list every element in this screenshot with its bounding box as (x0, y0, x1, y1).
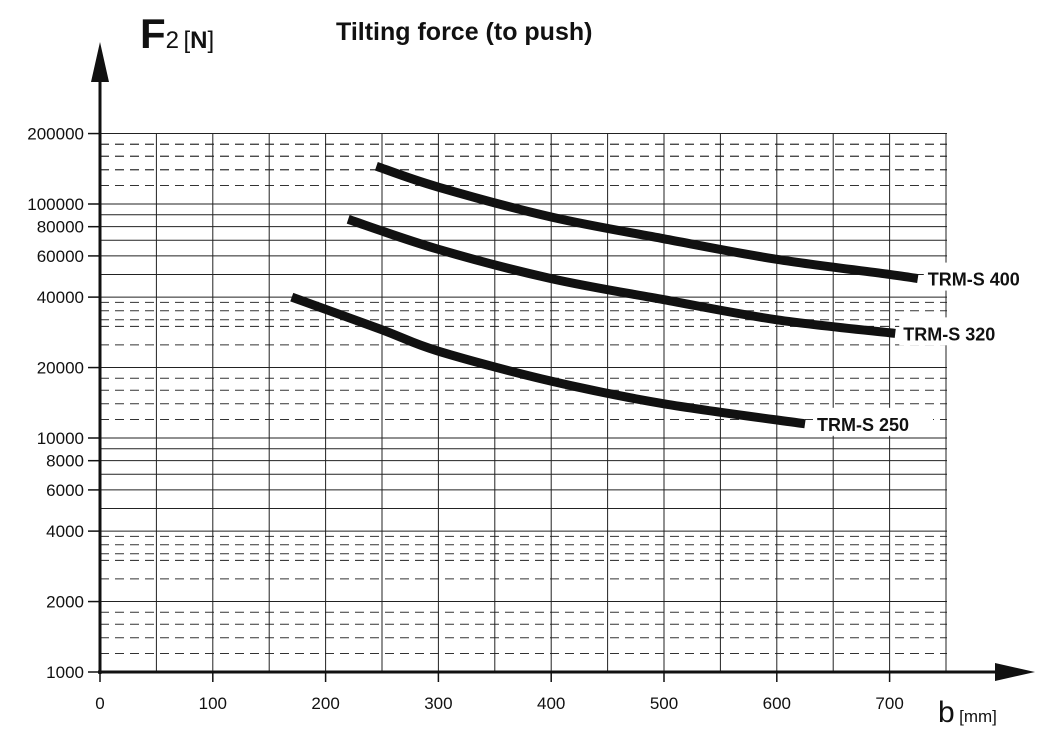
series-label: TRM-S 250 (817, 415, 909, 435)
x-tick-label: 100 (199, 694, 227, 713)
y-axis-unit-open: [ (183, 27, 191, 54)
axes (88, 42, 1035, 682)
y-tick-label: 20000 (37, 359, 84, 378)
series-label-bg (923, 262, 1039, 291)
x-tick-label: 200 (311, 694, 339, 713)
y-axis-unit: [N] (183, 27, 214, 54)
series: TRM-S 400 TRM-S 320 TRM-S 250 (290, 161, 1039, 436)
y-tick-label: 8000 (46, 452, 84, 471)
tick-labels: 1000200040006000800010000200004000060000… (27, 125, 904, 713)
x-axis-symbol: b (938, 696, 955, 729)
y-tick-label: 200000 (27, 125, 84, 144)
x-tick-label: 300 (424, 694, 452, 713)
series-line-trm-s-400 (374, 161, 919, 284)
x-tick-label: 700 (875, 694, 903, 713)
y-tick-label: 100000 (27, 195, 84, 214)
x-axis-arrow (995, 663, 1035, 681)
y-axis-subscript: 2 (165, 27, 180, 54)
x-tick-label: 600 (763, 694, 791, 713)
y-axis-unit-text: N (190, 27, 208, 54)
y-tick-label: 40000 (37, 288, 84, 307)
x-axis-unit: [mm] (959, 707, 997, 726)
series-line-trm-s-250 (290, 292, 806, 429)
y-tick-label: 1000 (46, 663, 84, 682)
x-tick-label: 0 (95, 694, 104, 713)
x-tick-label: 500 (650, 694, 678, 713)
x-axis-label: b [mm] (938, 696, 997, 730)
x-tick-label: 400 (537, 694, 565, 713)
y-tick-label: 60000 (37, 247, 84, 266)
y-tick-label: 6000 (46, 481, 84, 500)
y-axis-unit-close: ] (207, 27, 215, 54)
series-label: TRM-S 400 (928, 270, 1020, 290)
y-axis-arrow (91, 42, 109, 82)
y-axis-symbol: F (140, 10, 166, 57)
series-line-trm-s-320 (346, 215, 896, 338)
y-tick-label: 2000 (46, 593, 84, 612)
y-tick-label: 4000 (46, 522, 84, 541)
y-axis-label: F2 [N] (140, 10, 214, 58)
grid (100, 133, 947, 673)
series-label-bg (813, 407, 933, 436)
series-label-bg (899, 317, 1020, 346)
series-label: TRM-S 320 (903, 324, 995, 344)
y-tick-label: 80000 (37, 218, 84, 237)
chart-title: Tilting force (to push) (336, 18, 593, 46)
y-tick-label: 10000 (37, 429, 84, 448)
